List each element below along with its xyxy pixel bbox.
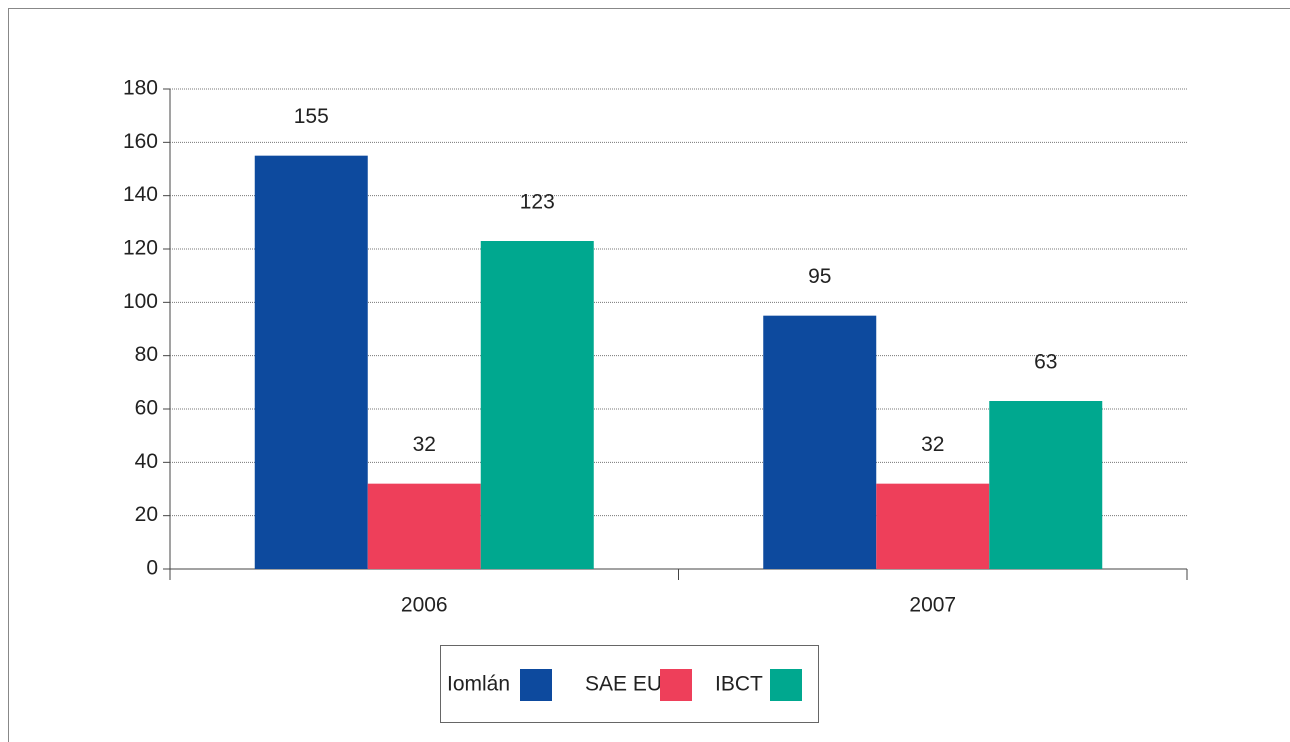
y-tick-label: 60: [135, 397, 158, 420]
legend-swatch: [520, 669, 552, 701]
data-label: 32: [921, 433, 944, 456]
bar: [876, 483, 990, 569]
data-label: 32: [413, 433, 436, 456]
frame: [8, 8, 1290, 742]
legend-swatch: [660, 669, 692, 701]
x-tick-label: 2007: [909, 594, 956, 617]
bar: [763, 315, 877, 569]
legend-box: [440, 645, 819, 723]
y-tick-label: 120: [123, 237, 158, 260]
y-tick-label: 160: [123, 130, 158, 153]
bar: [989, 401, 1103, 569]
y-tick-label: 40: [135, 450, 158, 473]
y-tick-label: 100: [123, 290, 158, 313]
data-label: 95: [808, 265, 831, 288]
legend-label: SAE EU: [585, 673, 662, 696]
data-label: 63: [1034, 351, 1057, 374]
data-label: 123: [520, 191, 555, 214]
bar: [367, 483, 481, 569]
bar: [480, 241, 594, 569]
y-tick-label: 140: [123, 183, 158, 206]
y-tick-label: 20: [135, 503, 158, 526]
legend-swatch: [770, 669, 802, 701]
legend-label: Iomlán: [447, 673, 510, 696]
data-label: 155: [294, 105, 329, 128]
bar: [254, 155, 368, 569]
x-tick-label: 2006: [401, 594, 448, 617]
y-tick-label: 0: [146, 557, 158, 580]
legend-label: IBCT: [715, 673, 763, 696]
y-tick-label: 180: [123, 77, 158, 100]
y-tick-label: 80: [135, 343, 158, 366]
